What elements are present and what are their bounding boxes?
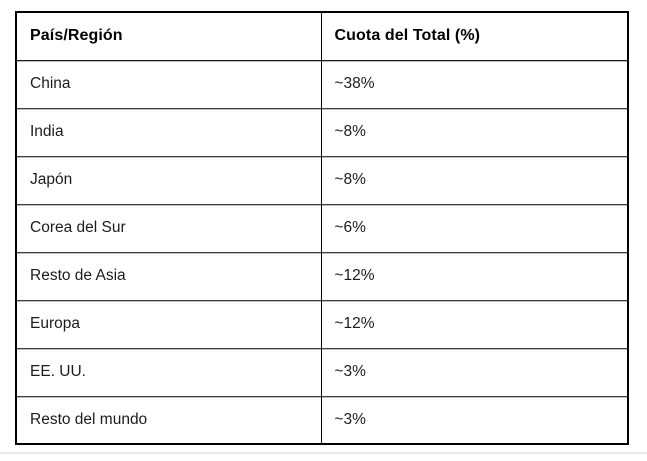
column-header-share: Cuota del Total (%): [320, 12, 628, 61]
table-row: India ~8%: [16, 107, 628, 156]
share-cell: ~38%: [320, 59, 628, 108]
table-row: Europa ~12%: [16, 299, 628, 348]
table-row: China ~38%: [16, 59, 628, 108]
share-cell: ~3%: [320, 347, 628, 396]
region-cell: Corea del Sur: [16, 203, 321, 252]
table-header-row: País/Región Cuota del Total (%): [16, 12, 628, 61]
table-row: Resto del mundo ~3%: [16, 395, 628, 444]
region-cell: Europa: [16, 299, 321, 348]
region-cell: Resto de Asia: [16, 251, 321, 300]
page-bottom-divider: [0, 452, 647, 454]
region-cell: EE. UU.: [16, 347, 321, 396]
country-share-table: País/Región Cuota del Total (%) China ~3…: [15, 11, 629, 445]
region-cell: Japón: [16, 155, 321, 204]
region-cell: Resto del mundo: [16, 395, 321, 444]
share-cell: ~6%: [320, 203, 628, 252]
region-cell: China: [16, 59, 321, 108]
table-row: EE. UU. ~3%: [16, 347, 628, 396]
share-cell: ~8%: [320, 155, 628, 204]
share-cell: ~8%: [320, 107, 628, 156]
share-cell: ~12%: [320, 251, 628, 300]
region-cell: India: [16, 107, 321, 156]
table-row: Japón ~8%: [16, 155, 628, 204]
table-row: Resto de Asia ~12%: [16, 251, 628, 300]
table-row: Corea del Sur ~6%: [16, 203, 628, 252]
share-cell: ~12%: [320, 299, 628, 348]
column-header-region: País/Región: [16, 12, 321, 61]
share-cell: ~3%: [320, 395, 628, 444]
